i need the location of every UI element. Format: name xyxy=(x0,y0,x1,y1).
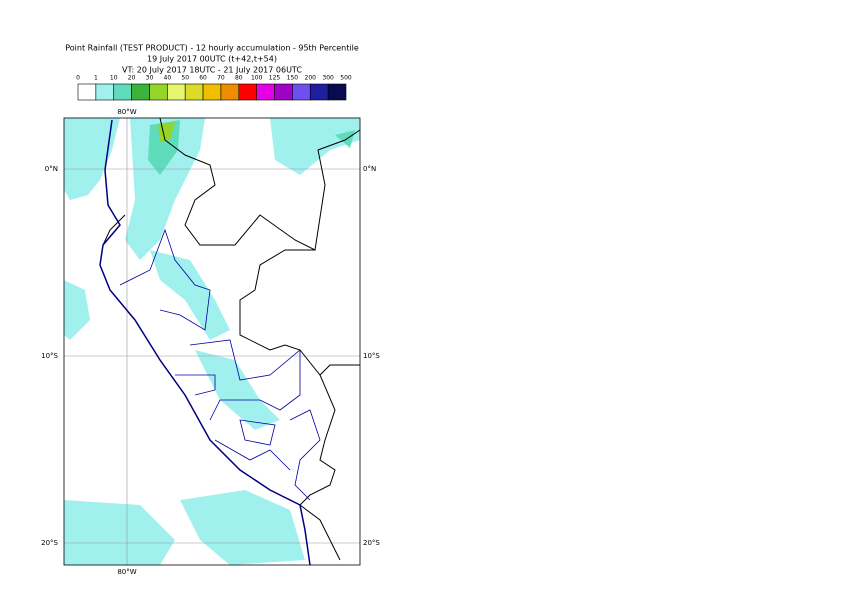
lon-label: 80°W xyxy=(117,568,136,576)
coastline xyxy=(99,119,311,566)
legend-label: 300 xyxy=(322,75,334,82)
legend-label: 80 xyxy=(235,75,243,82)
legend-swatch xyxy=(292,83,311,101)
legend-label: 60 xyxy=(199,75,207,82)
legend-label: 125 xyxy=(269,75,281,82)
legend-label: 70 xyxy=(217,75,225,82)
legend-swatch xyxy=(220,83,240,101)
map-frame xyxy=(63,117,361,566)
legend-swatch xyxy=(77,83,97,101)
rain-areas-medium xyxy=(148,120,355,175)
legend-label: 40 xyxy=(164,75,172,82)
legend-label: 500 xyxy=(340,75,352,82)
lat-label: 10°S xyxy=(41,352,58,360)
rain-areas xyxy=(64,118,360,565)
legend-swatch xyxy=(309,83,329,101)
legend-label: 150 xyxy=(287,75,299,82)
legend: 0 1 10 20 30 40 50 60 70 80 100 125 150 200 300 500 xyxy=(76,75,352,101)
legend-label: 50 xyxy=(181,75,189,82)
lat-label: 0°N xyxy=(363,165,376,173)
legend-swatch xyxy=(95,83,115,101)
lat-label: 20°S xyxy=(363,539,380,547)
legend-label: 1 xyxy=(94,75,98,82)
lon-label: 80°W xyxy=(117,108,136,116)
legend-swatch xyxy=(256,83,275,101)
legend-swatch xyxy=(149,83,168,101)
title: Point Rainfall (TEST PRODUCT) - 12 hourl… xyxy=(65,44,359,53)
legend-swatch xyxy=(113,83,132,101)
lat-label: 10°S xyxy=(363,352,380,360)
legend-swatch xyxy=(327,83,347,101)
graticule xyxy=(64,118,360,565)
legend-label: 20 xyxy=(128,75,136,82)
legend-label: 200 xyxy=(305,75,317,82)
legend-swatch xyxy=(274,83,293,101)
country-borders xyxy=(102,117,361,561)
legend-label: 100 xyxy=(251,75,263,82)
subtitle: VT: 20 July 2017 18UTC - 21 July 2017 06… xyxy=(122,66,302,75)
map-background xyxy=(64,118,360,565)
subtitle: 19 July 2017 00UTC (t+42,t+54) xyxy=(147,55,277,64)
legend-swatch xyxy=(167,83,186,101)
legend-swatch xyxy=(202,83,222,101)
legend-swatch xyxy=(238,83,257,101)
legend-swatch xyxy=(131,83,150,101)
lat-label: 20°S xyxy=(41,539,58,547)
region-borders xyxy=(119,228,321,501)
map xyxy=(63,117,361,566)
legend-label: 0 xyxy=(76,75,80,82)
legend-swatch xyxy=(184,83,204,101)
legend-label: 30 xyxy=(146,75,154,82)
lat-label: 0°N xyxy=(45,165,58,173)
legend-label: 10 xyxy=(110,75,118,82)
